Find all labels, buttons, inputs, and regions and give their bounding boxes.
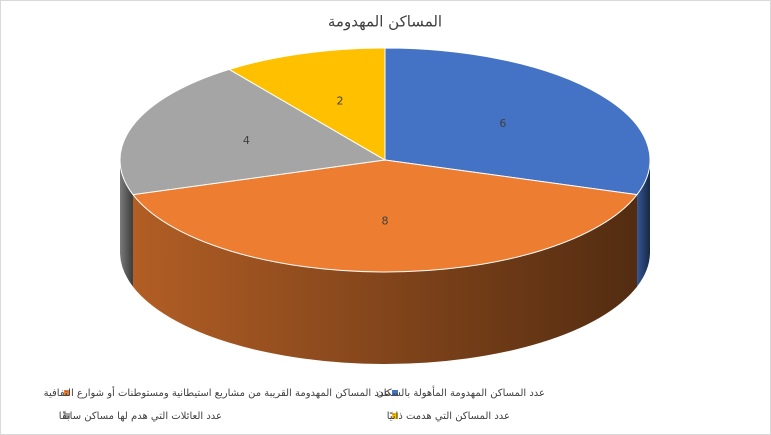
legend-label: عدد المساكن المهدومة المأهولة بالسكان (376, 385, 545, 399)
chart-title: المساكن المهدومة (328, 13, 442, 31)
slice (227, 47, 386, 161)
legend-marker (64, 413, 70, 419)
data-label: 6 (499, 117, 506, 130)
slice (119, 68, 387, 196)
legend-label: عدد المساكن المهدومة القريبة من مشاريع ا… (44, 386, 390, 399)
slice-side (132, 194, 638, 365)
legend-marker (392, 390, 398, 396)
data-label: 4 (243, 134, 250, 147)
data-label: 2 (336, 94, 343, 107)
legend-marker (392, 413, 398, 419)
slice (384, 47, 651, 196)
data-label: 8 (382, 215, 389, 228)
legend-label: عدد العائلات التي هدم لها مساكن سابقًا (59, 410, 222, 422)
slice-side (120, 160, 133, 287)
legend-marker (64, 390, 70, 396)
slice-side (637, 160, 650, 287)
slice (132, 159, 638, 273)
legend-label: عدد المساكن التي هدمت ذاتيًا (387, 411, 510, 422)
